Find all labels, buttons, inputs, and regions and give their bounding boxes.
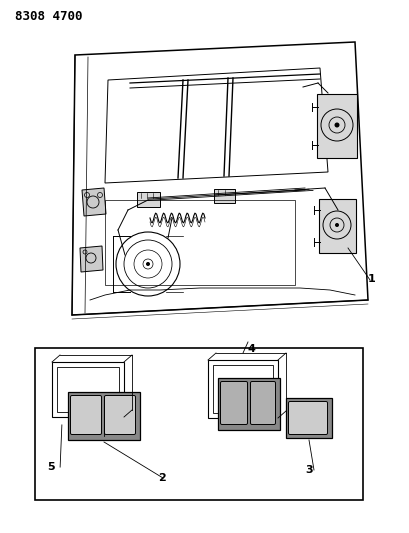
Text: 2: 2 <box>157 473 165 483</box>
Text: 1: 1 <box>367 274 375 284</box>
FancyBboxPatch shape <box>250 382 275 424</box>
FancyBboxPatch shape <box>137 191 160 206</box>
FancyBboxPatch shape <box>220 382 247 424</box>
Circle shape <box>146 262 150 266</box>
Bar <box>285 398 331 438</box>
Text: 8308 4700: 8308 4700 <box>15 10 82 23</box>
Bar <box>218 378 279 430</box>
Bar <box>213 365 272 413</box>
Text: 3: 3 <box>304 465 312 475</box>
Bar <box>35 348 362 500</box>
FancyBboxPatch shape <box>316 94 356 158</box>
FancyBboxPatch shape <box>318 199 355 253</box>
Circle shape <box>334 123 339 127</box>
Bar <box>57 367 119 412</box>
Circle shape <box>334 223 338 227</box>
FancyBboxPatch shape <box>288 401 327 434</box>
Bar <box>52 362 124 417</box>
Polygon shape <box>80 246 103 272</box>
Polygon shape <box>82 188 106 216</box>
Text: 4: 4 <box>247 344 255 354</box>
Text: 5: 5 <box>47 462 54 472</box>
FancyBboxPatch shape <box>104 395 135 434</box>
Bar <box>207 360 277 418</box>
FancyBboxPatch shape <box>70 395 101 434</box>
Bar <box>68 392 139 440</box>
FancyBboxPatch shape <box>214 189 235 203</box>
